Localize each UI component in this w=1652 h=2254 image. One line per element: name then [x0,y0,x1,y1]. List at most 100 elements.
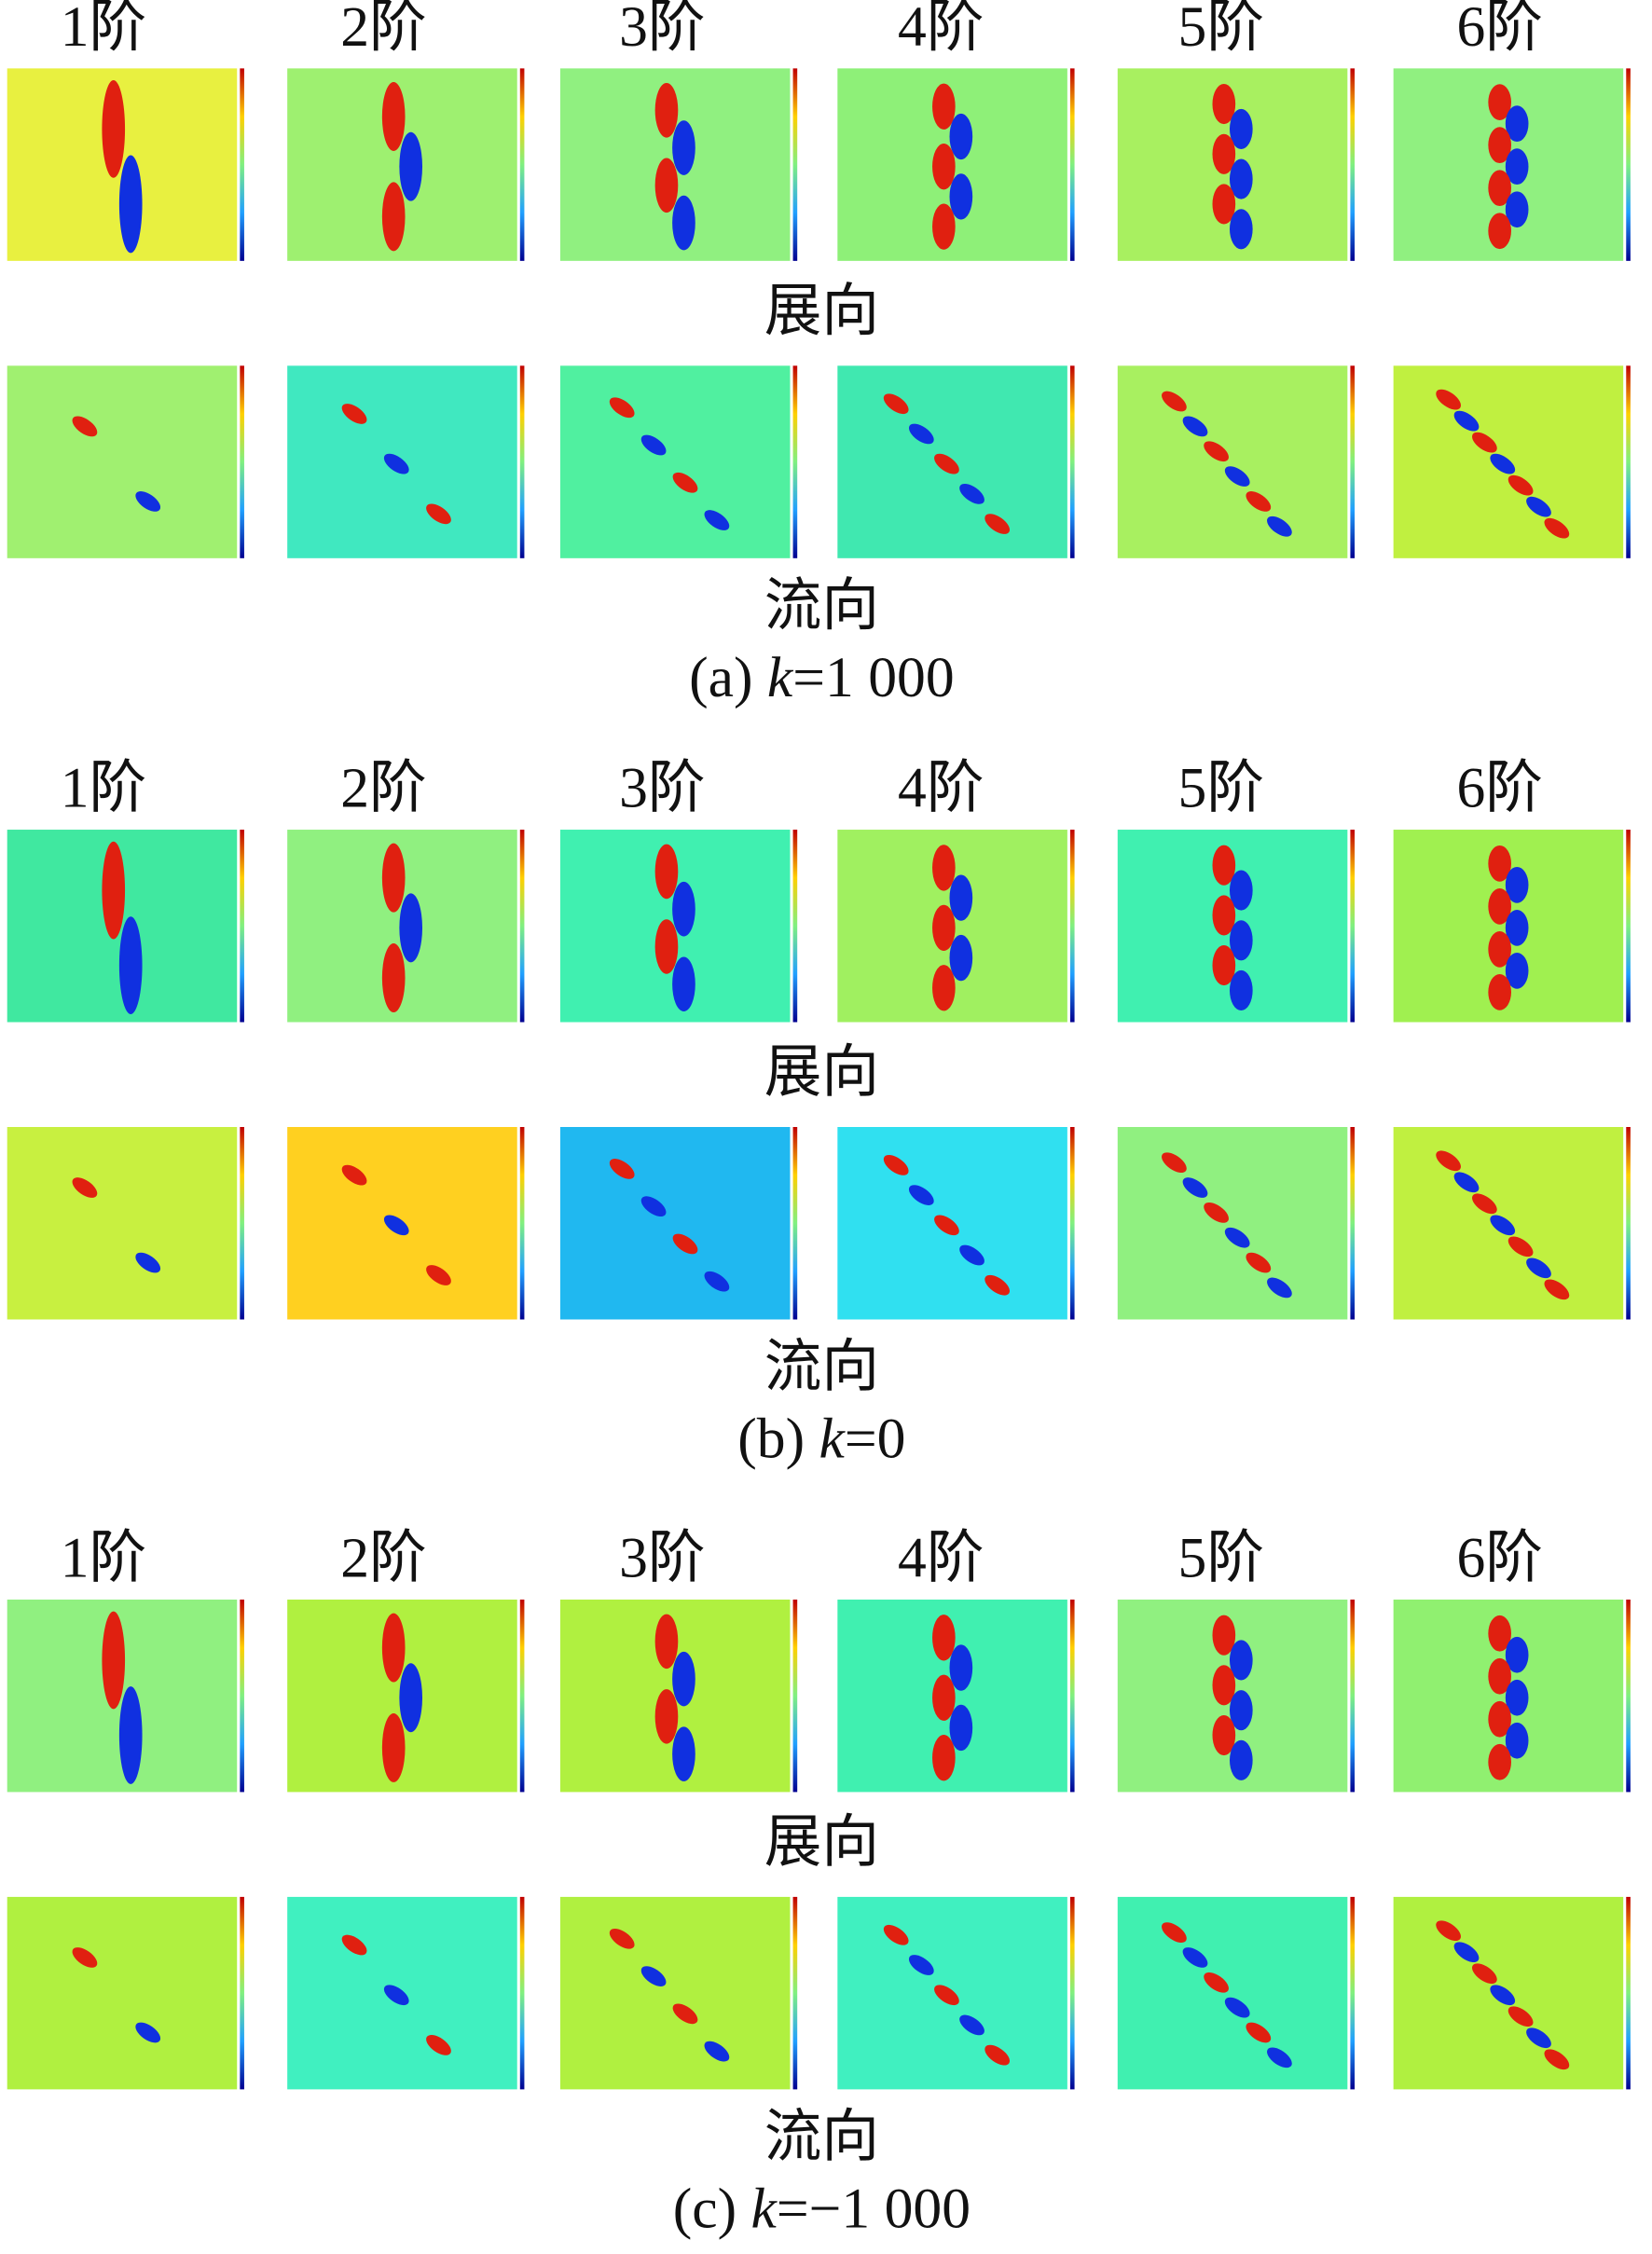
mode-blob [1246,491,1272,512]
row-label: 流向 [764,574,879,638]
mode-blob [1182,416,1208,437]
mode-plot [837,365,1075,558]
mode-blob [1505,952,1529,989]
caption: (b) k=0 [737,1408,905,1471]
mode-plot [287,1599,525,1793]
colorbar [519,1127,525,1320]
mode-blob [932,144,956,190]
mode-blob [1488,930,1511,968]
mode-blob [1507,474,1534,496]
mode-blob [1204,1203,1229,1223]
mode-blob [654,158,679,213]
row-label: 展向 [764,1811,879,1875]
mode-blob [609,1159,635,1179]
colorbar [240,1127,244,1320]
mode-blob [1505,191,1529,228]
plot-background [7,1896,238,2090]
mode-plot [1117,1599,1356,1793]
mode-plot [1117,1896,1356,2090]
colorbar [1626,1896,1631,2090]
mode-blob [1212,1615,1236,1656]
mode-blob [932,203,956,250]
colorbar [240,1896,244,2090]
mode-blob [1267,515,1292,537]
mode-blob [399,1663,423,1733]
mode-label: 1阶 [61,757,146,820]
mode-blob [984,1274,1011,1296]
mode-blob [984,2044,1011,2066]
colorbar [1069,1896,1075,2090]
colorbar [792,1599,798,1793]
mode-blob [1224,466,1250,487]
mode-blob [1544,517,1570,539]
mode-label: 6阶 [1456,757,1542,820]
mode-blob [1229,158,1253,199]
row-label: 流向 [764,2106,879,2169]
mode-blob [1229,108,1253,149]
caption-variable: k [751,2178,778,2241]
mode-blob [1212,133,1236,174]
mode-blob [1505,1679,1529,1716]
mode-plot [287,365,525,558]
mode-blob [1453,1942,1480,1963]
mode-blob [1472,1963,1497,1985]
mode-blob [932,1674,956,1721]
mode-blob [341,1934,367,1956]
caption-prefix: (b) [737,1408,819,1471]
mode-blob [1267,2047,1292,2068]
mode-blob [1224,1997,1250,2018]
mode-blob [1453,410,1480,432]
colorbar [1069,365,1075,558]
colorbar [1626,1127,1631,1320]
caption-prefix: (c) [673,2178,751,2241]
colorbar [1069,1599,1075,1793]
mode-blob [1212,84,1236,125]
mode-blob [1488,887,1511,925]
mode-label: 5阶 [1178,0,1264,59]
colorbar [792,830,798,1023]
colorbar [519,1896,525,2090]
mode-blob [1488,213,1511,250]
mode-blob [1505,1636,1529,1673]
colorbar [519,1599,525,1793]
mode-blob [1182,1177,1208,1198]
mode-blob [672,1233,698,1255]
mode-blob [883,393,909,415]
mode-blob [1488,84,1511,121]
mode-blob [1229,870,1253,911]
mode-label: 5阶 [1178,1527,1264,1590]
mode-label: 2阶 [340,0,426,59]
mode-plot [7,1896,244,2090]
mode-blob [932,1615,956,1661]
mode-blob [654,844,679,900]
mode-blob [426,1265,451,1285]
mode-blob [949,934,973,982]
mode-blob [984,514,1011,534]
mode-blob [72,1947,98,1968]
mode-label: 4阶 [898,1527,984,1590]
mode-blob [1229,1690,1253,1731]
mode-blob [426,503,451,525]
mode-blob [932,965,956,1011]
mode-plot [7,830,244,1023]
colorbar [240,365,244,558]
mode-label: 4阶 [898,0,984,59]
mode-blob [1212,184,1236,225]
plot-background [1117,1127,1348,1320]
mode-blob [1229,969,1253,1011]
mode-blob [72,1177,98,1198]
mode-blob [672,120,695,175]
mode-blob [102,1611,126,1710]
colorbar [1350,1127,1356,1320]
mode-plot [7,1599,244,1793]
mode-plot [1393,830,1631,1023]
mode-blob [72,416,98,437]
mode-blob [1488,1657,1511,1695]
row-label: 流向 [764,1336,879,1399]
mode-blob [1490,1215,1516,1236]
mode-blob [704,510,730,530]
mode-plot [1117,830,1356,1023]
mode-blob [135,491,161,512]
